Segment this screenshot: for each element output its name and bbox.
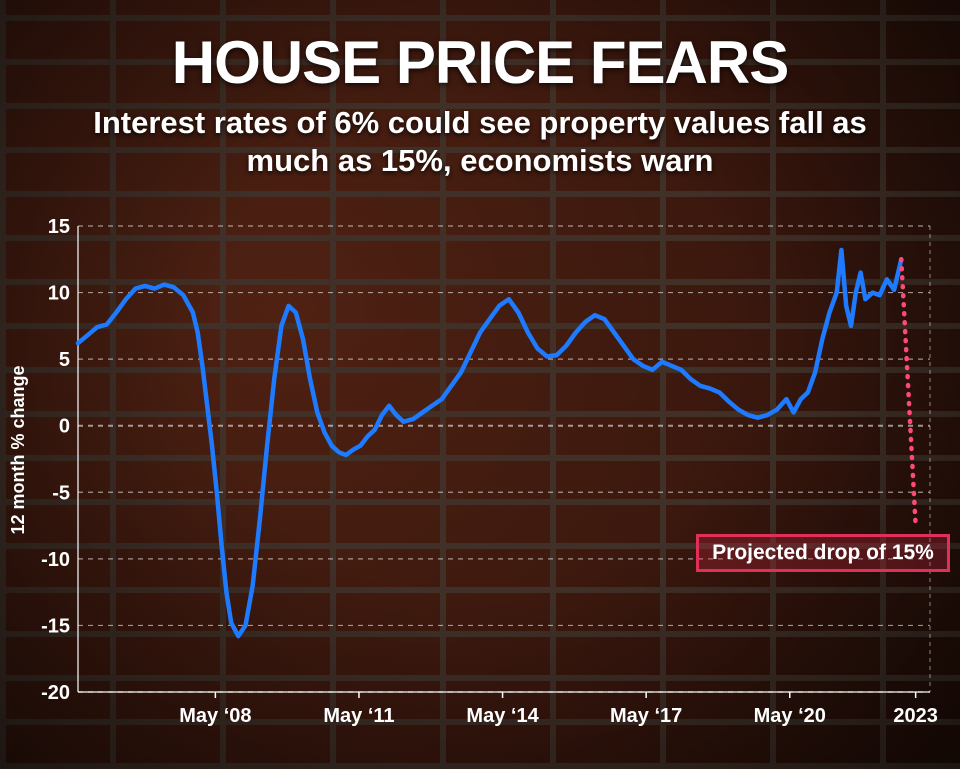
y-tick-labels: 15 10 5 0 -5 -10 -15 -20 — [41, 216, 70, 704]
x-tick-label: May ‘14 — [466, 705, 539, 727]
x-tick-labels: May ‘08 May ‘11 May ‘14 May ‘17 May ‘20 2023 — [179, 705, 938, 727]
chart-subtitle: Interest rates of 6% could see property … — [93, 105, 867, 178]
y-tick-label: 5 — [59, 349, 70, 371]
projection-label: Projected drop of 15% — [712, 541, 934, 564]
y-tick-label: 0 — [59, 416, 70, 438]
grid-lines — [78, 225, 930, 693]
series-line-projection — [899, 257, 918, 528]
chart-title: HOUSE PRICE FEARS — [171, 29, 789, 96]
series-line-house-price-change — [75, 247, 904, 639]
y-tick-label: -5 — [52, 482, 70, 504]
y-tick-label: 15 — [48, 216, 70, 238]
projection-annotation: Projected drop of 15% — [696, 534, 950, 572]
x-tick-label: May ‘20 — [754, 705, 826, 727]
x-tick-label: May ‘08 — [179, 705, 251, 727]
x-tick-label: May ‘17 — [610, 705, 682, 727]
y-tick-label: -15 — [41, 615, 70, 637]
y-tick-label: -20 — [41, 682, 70, 704]
x-tick-label: 2023 — [893, 705, 938, 727]
series-lines — [75, 247, 918, 639]
x-tick-label: May ‘11 — [323, 705, 394, 727]
y-tick-label: -10 — [41, 549, 70, 571]
y-axis-label: 12 month % change — [8, 365, 28, 534]
y-tick-label: 10 — [48, 283, 70, 305]
axes — [77, 226, 931, 698]
